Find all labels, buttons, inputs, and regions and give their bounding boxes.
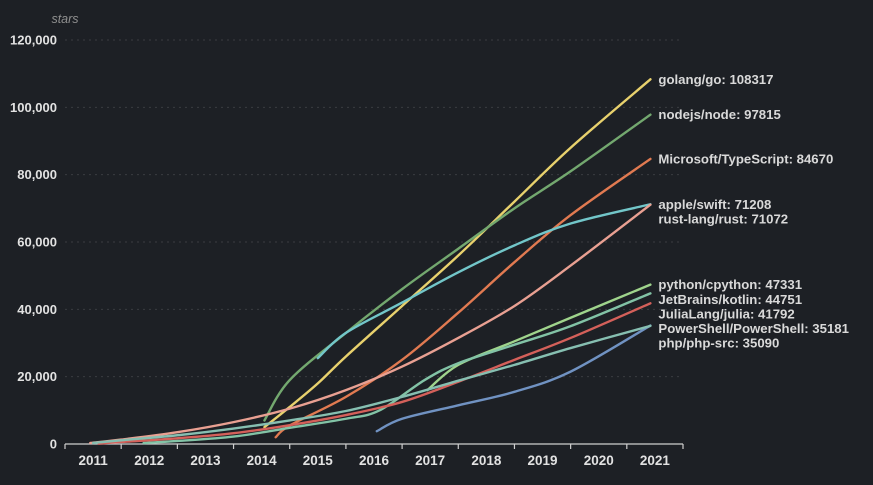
x-tick-label: 2018: [471, 453, 502, 468]
y-tick-label: 60,000: [17, 235, 57, 250]
x-tick-label: 2020: [584, 453, 614, 468]
series-lines: [89, 78, 652, 445]
series-label-powershell-powershell: PowerShell/PowerShell: 35181: [658, 321, 849, 336]
series-line-julialang-julia: [97, 302, 652, 445]
y-tick-label: 100,000: [10, 100, 57, 115]
series-line-golang-go: [263, 78, 652, 429]
x-tick-label: 2019: [528, 453, 558, 468]
series-label-jetbrains-kotlin: JetBrains/kotlin: 44751: [658, 292, 802, 307]
series-label-nodejs-node: nodejs/node: 97815: [658, 107, 780, 122]
y-tick-label: 20,000: [17, 369, 57, 384]
series-labels: golang/go: 108317 nodejs/node: 97815 Micro…: [658, 72, 849, 351]
y-tick-label: 0: [50, 437, 57, 452]
series-label-rust-lang-rust: rust-lang/rust: 71072: [658, 211, 788, 226]
x-tick-label: 2015: [303, 453, 334, 468]
x-axis: 2011 2012 2013 2014 2015 2016 2017 2018 2019 2020…: [64, 443, 684, 468]
series-line-powershell-powershell: [375, 324, 652, 433]
series-label-python-cpython: python/cpython: 47331: [658, 277, 802, 292]
series-line-apple-swift: [316, 203, 652, 360]
y-tick-label: 80,000: [17, 167, 57, 182]
series-label-microsoft-typescript: Microsoft/TypeScript: 84670: [658, 151, 833, 166]
y-tick-label: 120,000: [10, 33, 57, 48]
x-tick-label: 2012: [134, 453, 164, 468]
x-tick-label: 2021: [640, 453, 671, 468]
gridlines: 0 20,000 40,000 60,000 80,000 100,000 120,000: [10, 33, 683, 452]
series-line-microsoft-typescript: [274, 157, 652, 439]
x-tick-label: 2017: [415, 453, 445, 468]
x-tick-label: 2014: [247, 453, 278, 468]
y-tick-label: 40,000: [17, 302, 57, 317]
series-line-rust-lang-rust: [89, 203, 652, 445]
series-line-php-php-src: [91, 324, 652, 445]
y-axis-title: stars: [51, 12, 78, 26]
series-line-python-cpython: [426, 283, 652, 392]
x-tick-label: 2016: [359, 453, 390, 468]
series-label-julialang-julia: JuliaLang/julia: 41792: [658, 306, 794, 321]
series-label-golang-go: golang/go: 108317: [658, 72, 773, 87]
series-label-php-php-src: php/php-src: 35090: [658, 336, 779, 351]
series-line-jetbrains-kotlin: [142, 292, 652, 445]
x-tick-label: 2011: [78, 453, 108, 468]
series-label-apple-swift: apple/swift: 71208: [658, 197, 771, 212]
x-tick-label: 2013: [190, 453, 221, 468]
series-line-nodejs-node: [263, 113, 652, 422]
